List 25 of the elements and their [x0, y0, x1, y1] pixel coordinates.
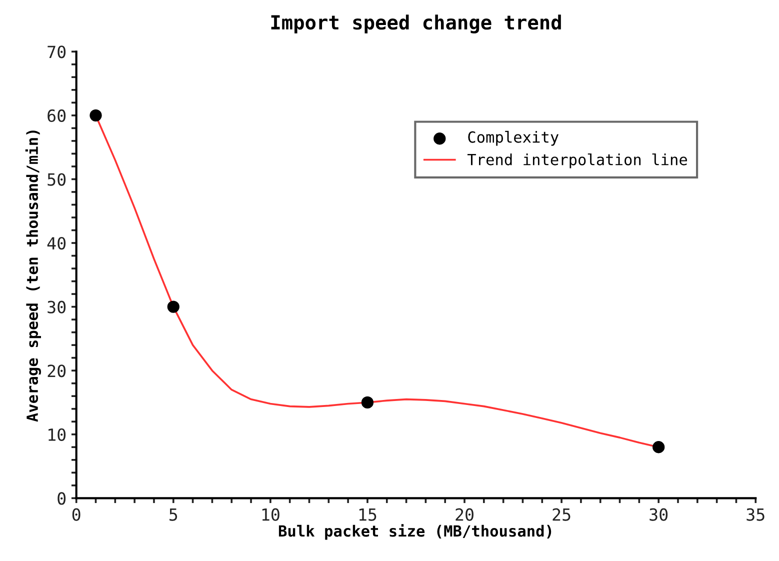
y-tick-label: 30 — [48, 300, 66, 314]
chart-title: Import speed change trend — [271, 14, 561, 34]
point — [90, 109, 102, 122]
y-tick-label: 60 — [48, 109, 66, 122]
x-tick-label: 5 — [170, 508, 178, 521]
y-tick-label: 10 — [48, 428, 66, 441]
x-tick-label: 20 — [456, 508, 474, 521]
x-tick-label: 25 — [552, 508, 570, 521]
x-tick-label: 10 — [262, 508, 280, 521]
point — [361, 396, 374, 409]
x-axis-title: Bulk packet size (MB/thousand) — [278, 524, 552, 540]
legend-label: Complexity — [468, 130, 559, 146]
x-tick-label: 35 — [746, 508, 764, 521]
point — [167, 300, 180, 313]
y-tick-label: 40 — [47, 237, 66, 250]
y-tick-label: 20 — [48, 364, 66, 378]
legend-label: Trend interpolation line — [467, 153, 687, 168]
y-axis-title: Average speed (ten thousand/min) — [25, 130, 41, 422]
y-tick-label: 70 — [48, 46, 66, 58]
x-tick-label: 15 — [359, 508, 376, 521]
x-tick-label: 0 — [72, 508, 80, 521]
point — [652, 441, 665, 454]
y-tick-label: 0 — [58, 492, 66, 505]
y-tick-label: 50 — [48, 173, 66, 186]
x-tick-label: 30 — [650, 508, 668, 521]
